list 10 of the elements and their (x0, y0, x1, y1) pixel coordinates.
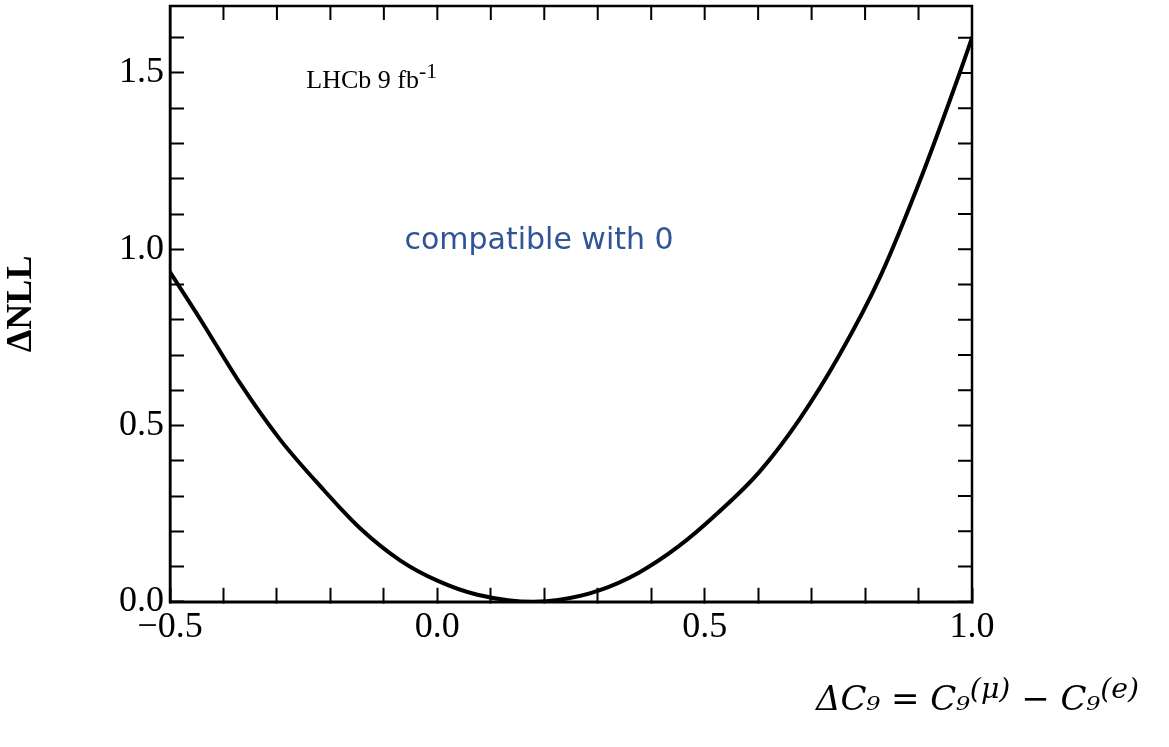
annotation: LHCb 9 fb$^{-1}$ (306, 59, 438, 96)
y-tick-label: 1.5 (119, 50, 164, 91)
y-axis-title: ΔNLL (0, 255, 39, 353)
y-tick-label: 0.5 (119, 402, 164, 443)
x-tick-label: 0.0 (414, 604, 460, 645)
annotation: compatible with 0 (404, 220, 674, 256)
x-tick-label: 0.5 (682, 604, 728, 645)
x-axis-title: ΔC₉ = C₉$^{(μ)}$ − C₉$^{(e)}$ (815, 672, 1139, 719)
x-tick-label: 1.0 (949, 604, 995, 645)
y-tick-label: 1.0 (119, 226, 164, 267)
